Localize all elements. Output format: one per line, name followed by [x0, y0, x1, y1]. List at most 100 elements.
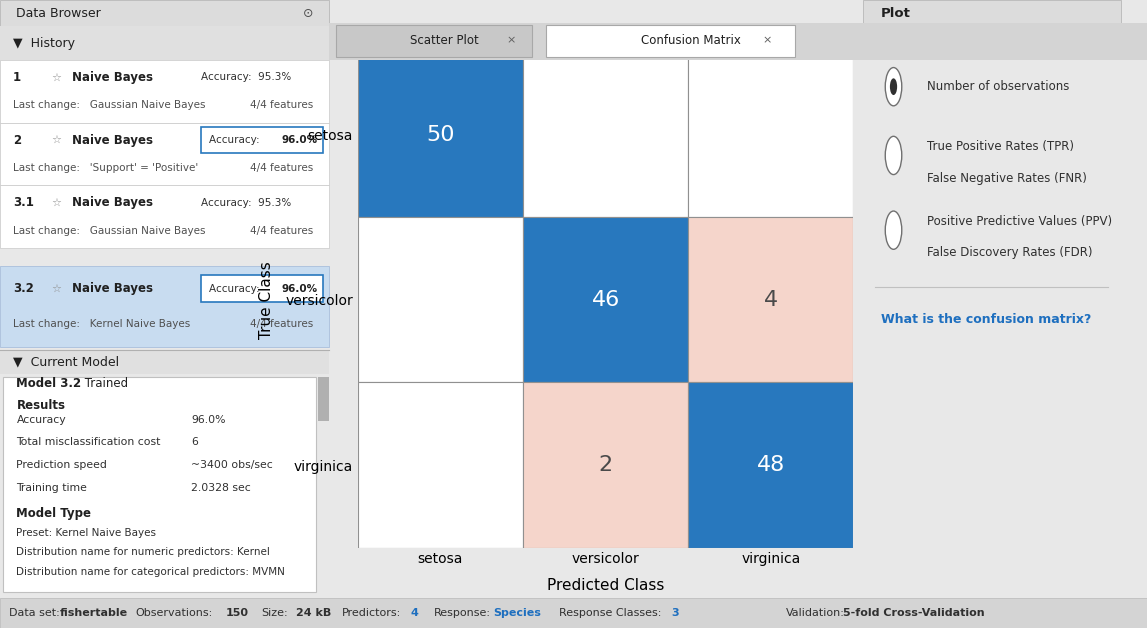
Text: Accuracy:: Accuracy: — [209, 135, 266, 145]
Text: Distribution name for numeric predictors: Kernel: Distribution name for numeric predictors… — [16, 548, 271, 558]
Text: 5-fold Cross-Validation: 5-fold Cross-Validation — [843, 608, 984, 618]
Text: 2: 2 — [599, 455, 612, 475]
Text: Predictors:: Predictors: — [342, 608, 401, 618]
Text: 3.1: 3.1 — [13, 197, 34, 209]
Circle shape — [890, 78, 897, 95]
Title: Model 3.2: Model 3.2 — [556, 24, 655, 42]
Text: What is the confusion matrix?: What is the confusion matrix? — [881, 313, 1091, 327]
Text: fishertable: fishertable — [60, 608, 127, 618]
FancyBboxPatch shape — [318, 377, 329, 421]
Text: 2.0328 sec: 2.0328 sec — [190, 483, 251, 493]
Text: Last change:   Gaussian Naive Bayes: Last change: Gaussian Naive Bayes — [13, 225, 205, 236]
Text: 4: 4 — [764, 290, 778, 310]
Text: Training time: Training time — [16, 483, 87, 493]
FancyBboxPatch shape — [0, 185, 329, 248]
Text: Size:: Size: — [262, 608, 288, 618]
Text: 4/4 features: 4/4 features — [250, 225, 313, 236]
Text: : Trained: : Trained — [77, 377, 128, 391]
Text: Positive Predictive Values (PPV): Positive Predictive Values (PPV) — [927, 215, 1113, 228]
Text: ⊙: ⊙ — [303, 7, 313, 19]
Text: Plot: Plot — [881, 7, 911, 19]
Text: 2: 2 — [13, 134, 22, 146]
Text: ×: × — [763, 36, 772, 46]
FancyBboxPatch shape — [0, 0, 329, 26]
Bar — [688, 382, 853, 548]
Text: 48: 48 — [757, 455, 785, 475]
Text: ~3400 obs/sec: ~3400 obs/sec — [190, 460, 273, 470]
Circle shape — [885, 68, 902, 106]
Text: Accuracy:  95.3%: Accuracy: 95.3% — [201, 198, 291, 208]
Bar — [523, 382, 688, 548]
X-axis label: Predicted Class: Predicted Class — [547, 578, 664, 593]
Text: ▼  Current Model: ▼ Current Model — [13, 355, 119, 368]
Bar — [358, 217, 523, 382]
Text: 1: 1 — [13, 71, 22, 84]
FancyBboxPatch shape — [0, 598, 1147, 628]
Bar — [688, 52, 853, 217]
FancyBboxPatch shape — [336, 25, 532, 58]
Text: Accuracy:  95.3%: Accuracy: 95.3% — [201, 72, 291, 82]
Text: 46: 46 — [592, 290, 619, 310]
Text: Number of observations: Number of observations — [927, 80, 1069, 93]
Text: Accuracy:: Accuracy: — [209, 284, 266, 294]
FancyBboxPatch shape — [0, 60, 329, 122]
Text: Data Browser: Data Browser — [16, 7, 101, 19]
Text: Distribution name for categorical predictors: MVMN: Distribution name for categorical predic… — [16, 566, 286, 577]
Text: Preset: Kernel Naive Bayes: Preset: Kernel Naive Bayes — [16, 528, 156, 538]
Text: Last change:   Kernel Naive Bayes: Last change: Kernel Naive Bayes — [13, 319, 190, 329]
Text: ×: × — [507, 36, 516, 46]
Circle shape — [885, 211, 902, 249]
Text: 4/4 features: 4/4 features — [250, 100, 313, 110]
FancyBboxPatch shape — [546, 25, 795, 58]
Text: Data set:: Data set: — [9, 608, 60, 618]
Text: 96.0%: 96.0% — [190, 414, 226, 425]
Text: False Discovery Rates (FDR): False Discovery Rates (FDR) — [927, 246, 1093, 259]
Text: Prediction speed: Prediction speed — [16, 460, 108, 470]
Text: Model 3.2: Model 3.2 — [16, 377, 81, 391]
Text: Naive Bayes: Naive Bayes — [72, 134, 154, 146]
Text: 150: 150 — [226, 608, 249, 618]
Text: ☆: ☆ — [50, 135, 61, 145]
Text: 4/4 features: 4/4 features — [250, 319, 313, 329]
Text: Total misclassification cost: Total misclassification cost — [16, 438, 161, 447]
Text: Confusion Matrix: Confusion Matrix — [641, 34, 741, 47]
FancyBboxPatch shape — [329, 23, 1147, 60]
FancyBboxPatch shape — [0, 26, 329, 60]
Text: ☆: ☆ — [50, 72, 61, 82]
Text: Model Type: Model Type — [16, 507, 92, 520]
FancyBboxPatch shape — [0, 122, 329, 185]
FancyBboxPatch shape — [201, 127, 322, 153]
Text: 96.0%: 96.0% — [281, 135, 318, 145]
Bar — [523, 217, 688, 382]
Text: 50: 50 — [427, 125, 454, 144]
Text: Naive Bayes: Naive Bayes — [72, 71, 154, 84]
Text: Validation:: Validation: — [786, 608, 844, 618]
Text: 6: 6 — [190, 438, 197, 447]
Text: Observations:: Observations: — [135, 608, 212, 618]
Text: Species: Species — [493, 608, 541, 618]
Text: ▼  History: ▼ History — [13, 36, 76, 50]
Bar — [358, 52, 523, 217]
Text: 24 kB: 24 kB — [296, 608, 331, 618]
Text: Last change:   'Support' = 'Positive': Last change: 'Support' = 'Positive' — [13, 163, 198, 173]
Circle shape — [885, 136, 902, 175]
Text: ☆: ☆ — [50, 284, 61, 294]
Text: 4/4 features: 4/4 features — [250, 163, 313, 173]
Text: 4: 4 — [411, 608, 419, 618]
Text: 3.2: 3.2 — [13, 282, 34, 295]
Text: False Negative Rates (FNR): False Negative Rates (FNR) — [927, 171, 1087, 185]
Text: Response:: Response: — [434, 608, 491, 618]
FancyBboxPatch shape — [3, 377, 317, 592]
Text: ☆: ☆ — [50, 198, 61, 208]
FancyBboxPatch shape — [863, 0, 1121, 26]
Text: Response Classes:: Response Classes: — [559, 608, 661, 618]
FancyBboxPatch shape — [201, 276, 322, 302]
FancyBboxPatch shape — [0, 350, 329, 374]
Text: Naive Bayes: Naive Bayes — [72, 282, 154, 295]
Text: 96.0%: 96.0% — [281, 284, 318, 294]
Text: Accuracy: Accuracy — [16, 414, 67, 425]
Text: True Positive Rates (TPR): True Positive Rates (TPR) — [927, 140, 1074, 153]
Bar — [688, 217, 853, 382]
Text: Naive Bayes: Naive Bayes — [72, 197, 154, 209]
Text: Results: Results — [16, 399, 65, 412]
